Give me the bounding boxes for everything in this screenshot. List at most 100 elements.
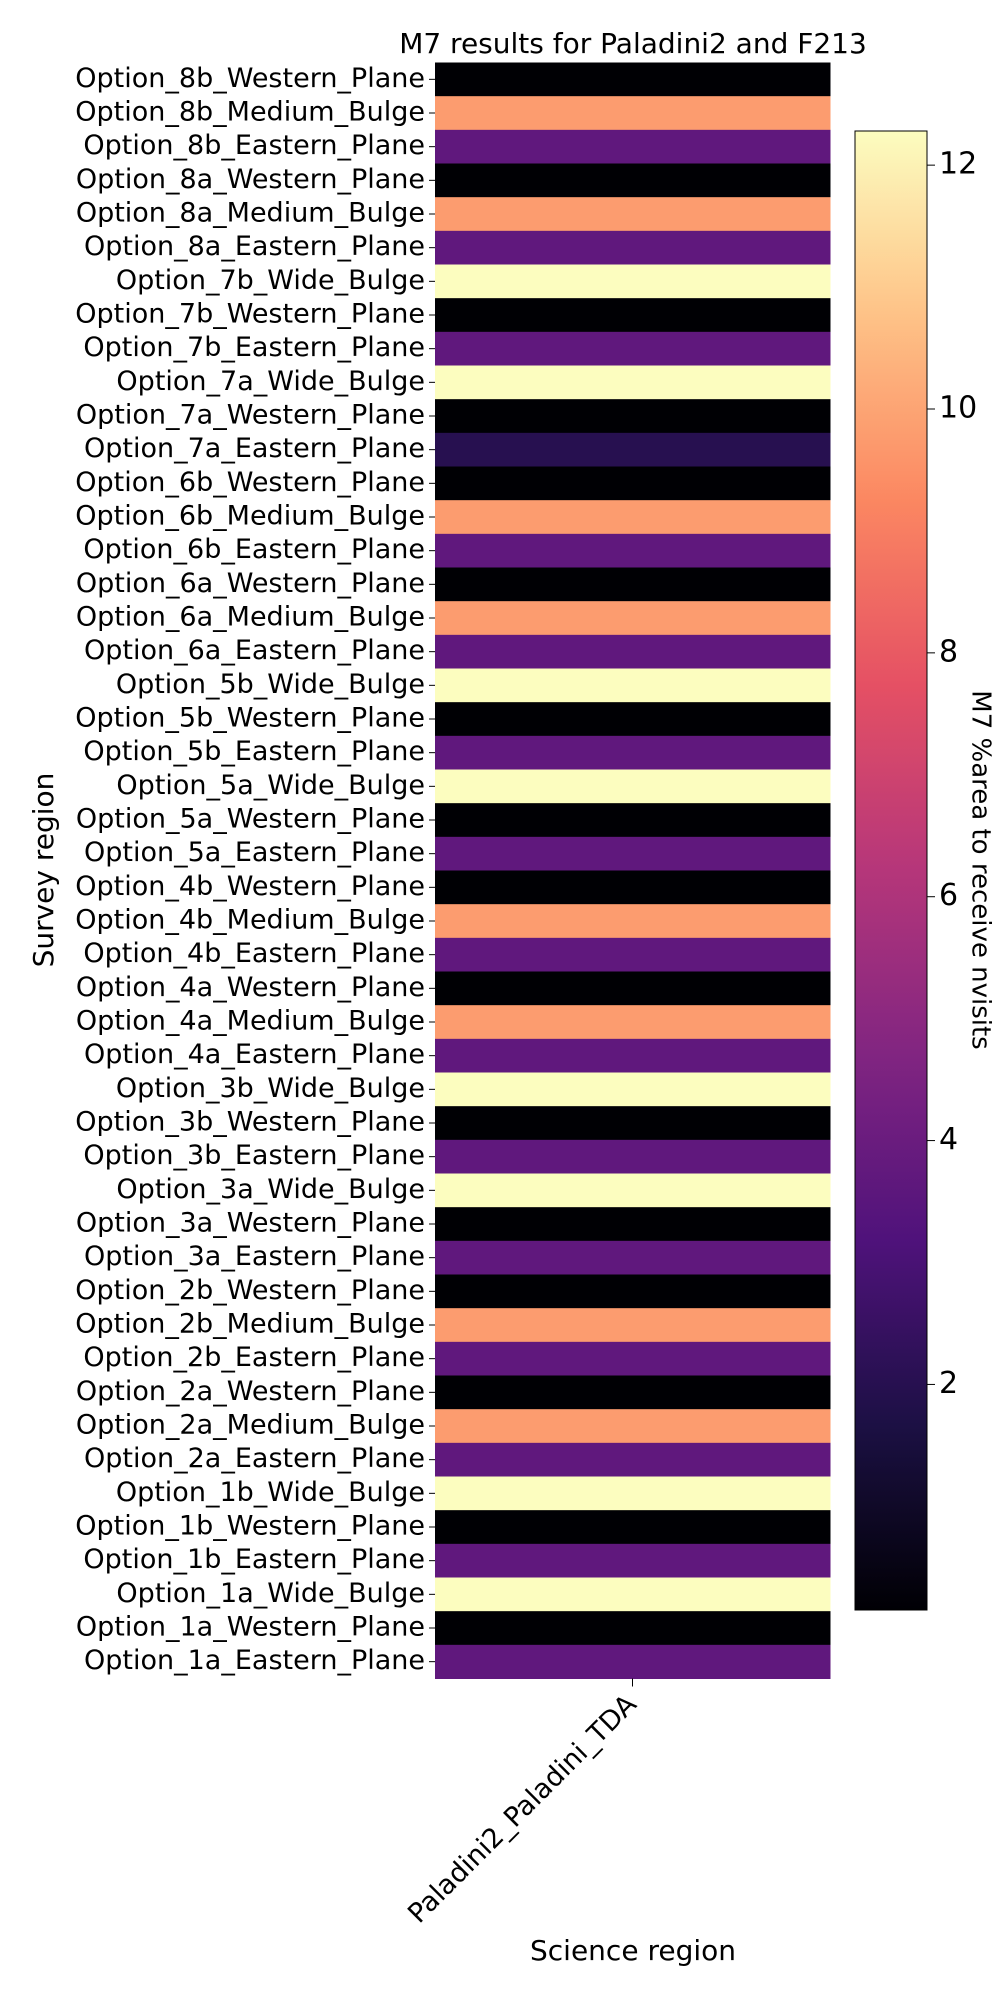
y-tick-label: Option_3a_Western_Plane <box>76 1208 425 1239</box>
y-tick-label: Option_8b_Medium_Bulge <box>75 97 425 128</box>
y-tick-label: Option_4b_Medium_Bulge <box>75 905 425 936</box>
heatmap-cell <box>435 1510 831 1545</box>
y-tick-label: Option_8a_Eastern_Plane <box>84 231 425 262</box>
heatmap-cell <box>435 129 831 164</box>
y-tick-label: Option_5a_Wide_Bulge <box>116 770 425 801</box>
y-tick-label: Option_7b_Western_Plane <box>75 299 425 330</box>
y-tick-label: Option_8b_Western_Plane <box>75 63 425 94</box>
y-tick-label: Option_3b_Eastern_Plane <box>83 1140 425 1171</box>
y-axis-label: Survey region <box>27 773 60 968</box>
y-tick-label: Option_2a_Western_Plane <box>76 1376 425 1407</box>
heatmap-cell <box>435 1476 831 1511</box>
heatmap-cell <box>435 1341 831 1376</box>
colorbar-tick-label: 2 <box>939 1366 958 1401</box>
y-tick-label: Option_7b_Wide_Bulge <box>116 265 425 296</box>
heatmap-cell <box>435 1409 831 1444</box>
colorbar-label: M7 %area to receive nvisits <box>966 690 996 1049</box>
colorbar-tick-label: 6 <box>939 878 958 913</box>
heatmap-cell <box>435 533 831 568</box>
y-tick-label: Option_6b_Western_Plane <box>75 467 425 498</box>
heatmap-cell <box>435 836 831 871</box>
y-tick-label: Option_4b_Eastern_Plane <box>83 938 425 969</box>
y-tick-label: Option_7a_Wide_Bulge <box>116 366 425 397</box>
y-tick-label: Option_6a_Medium_Bulge <box>76 602 425 633</box>
y-tick-label: Option_5b_Eastern_Plane <box>83 736 425 767</box>
y-tick-label: Option_8a_Western_Plane <box>76 164 425 195</box>
heatmap-cell <box>435 1240 831 1275</box>
heatmap-cell <box>435 1375 831 1410</box>
y-tick-label: Option_6a_Eastern_Plane <box>84 635 425 666</box>
y-tick-label: Option_2b_Medium_Bulge <box>75 1309 425 1340</box>
y-tick-label: Option_4a_Western_Plane <box>76 972 425 1003</box>
y-tick-label: Option_4b_Western_Plane <box>75 871 425 902</box>
y-tick-label: Option_8b_Eastern_Plane <box>83 130 425 161</box>
y-tick-label: Option_6b_Medium_Bulge <box>75 501 425 532</box>
heatmap-cell <box>435 1173 831 1208</box>
x-axis-label: Science region <box>530 1934 736 1967</box>
y-tick-label: Option_4a_Medium_Bulge <box>76 1006 425 1037</box>
colorbar-tick-label: 4 <box>939 1122 958 1157</box>
heatmap-cell <box>435 1106 831 1141</box>
heatmap-cell <box>435 601 831 636</box>
y-tick-label: Option_5a_Western_Plane <box>76 804 425 835</box>
chart-title: M7 results for Paladini2 and F213 <box>399 27 867 60</box>
heatmap-cell <box>435 735 831 770</box>
heatmap-cell <box>435 803 831 838</box>
heatmap-cell <box>435 1442 831 1477</box>
y-tick-label: Option_6a_Western_Plane <box>76 568 425 599</box>
y-tick-label: Option_3b_Western_Plane <box>75 1107 425 1138</box>
heatmap-cell <box>435 1139 831 1174</box>
heatmap-cell <box>435 432 831 467</box>
heatmap-cell <box>435 96 831 131</box>
heatmap-cell <box>435 1644 831 1679</box>
colorbar-tick-label: 10 <box>939 390 977 425</box>
y-tick-label: Option_1a_Wide_Bulge <box>116 1578 425 1609</box>
y-tick-label: Option_5a_Eastern_Plane <box>84 837 425 868</box>
heatmap-cell <box>435 466 831 501</box>
y-tick-label: Option_2a_Medium_Bulge <box>76 1410 425 1441</box>
heatmap-cell <box>435 365 831 400</box>
heatmap-cell <box>435 298 831 333</box>
heatmap-cell <box>435 634 831 669</box>
y-tick-label: Option_6b_Eastern_Plane <box>83 534 425 565</box>
heatmap-cell <box>435 62 831 97</box>
heatmap-cell <box>435 331 831 366</box>
heatmap-cell <box>435 1038 831 1073</box>
heatmap-cell <box>435 230 831 265</box>
heatmap-cell <box>435 1611 831 1646</box>
y-tick-label: Option_2a_Eastern_Plane <box>84 1443 425 1474</box>
heatmap-cell <box>435 904 831 939</box>
y-tick-label: Option_1b_Eastern_Plane <box>83 1544 425 1575</box>
heatmap-cell <box>435 500 831 535</box>
y-tick-label: Option_3a_Eastern_Plane <box>84 1241 425 1272</box>
heatmap-cell <box>435 399 831 434</box>
y-tick-label: Option_7a_Eastern_Plane <box>84 433 425 464</box>
y-tick-label: Option_1a_Western_Plane <box>76 1612 425 1643</box>
heatmap-cell <box>435 1072 831 1107</box>
y-tick-label: Option_2b_Western_Plane <box>75 1275 425 1306</box>
y-tick-label: Option_7b_Eastern_Plane <box>83 332 425 363</box>
y-tick-label: Option_1b_Wide_Bulge <box>116 1477 425 1508</box>
y-tick-label: Option_5b_Western_Plane <box>75 703 425 734</box>
heatmap-cell <box>435 1005 831 1040</box>
y-tick-label: Option_4a_Eastern_Plane <box>84 1039 425 1070</box>
heatmap-cell <box>435 163 831 198</box>
y-tick-label: Option_8a_Medium_Bulge <box>76 198 425 229</box>
y-tick-label: Option_1a_Eastern_Plane <box>84 1645 425 1676</box>
heatmap-cell <box>435 197 831 232</box>
heatmap-cell <box>435 870 831 905</box>
heatmap-cell <box>435 1543 831 1578</box>
y-tick-label: Option_3a_Wide_Bulge <box>116 1174 425 1205</box>
heatmap-cell <box>435 937 831 972</box>
heatmap-cell <box>435 769 831 804</box>
heatmap-cell <box>435 1207 831 1242</box>
heatmap-cell <box>435 668 831 703</box>
x-tick-label: Paladini2_Paladini_TDA <box>402 1688 643 1929</box>
y-tick-label: Option_1b_Western_Plane <box>75 1511 425 1542</box>
y-tick-label: Option_5b_Wide_Bulge <box>116 669 425 700</box>
heatmap-cell <box>435 1274 831 1309</box>
y-tick-label: Option_7a_Western_Plane <box>76 400 425 431</box>
y-tick-label: Option_2b_Eastern_Plane <box>83 1342 425 1373</box>
colorbar-tick-label: 8 <box>939 634 958 669</box>
